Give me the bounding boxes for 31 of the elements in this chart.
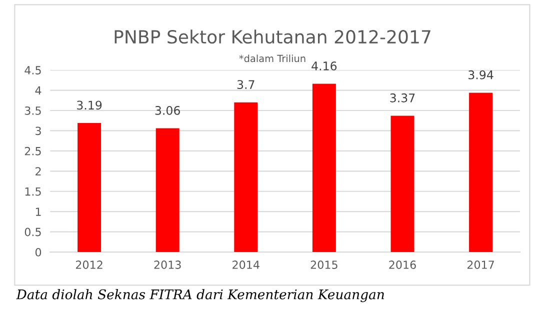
data-label: 3.06 (155, 106, 180, 115)
data-label: 4.16 (312, 61, 337, 70)
y-tick-label: 3.5 (24, 106, 41, 115)
y-tick-label: 1.5 (25, 187, 41, 196)
y-tick-label: 0 (35, 248, 42, 256)
x-tick-label: 2012 (76, 260, 102, 269)
bar (78, 123, 102, 252)
bar (312, 84, 336, 252)
data-label: 3.19 (77, 100, 102, 110)
bar (234, 102, 258, 252)
y-tick-label: 4 (35, 86, 42, 94)
y-tick-label: 2 (36, 167, 41, 176)
x-tick-label: 2013 (154, 260, 181, 269)
bar (469, 92, 493, 252)
y-tick-label: 4.5 (24, 66, 41, 74)
y-tick-label: 0.5 (24, 228, 41, 236)
y-tick-label: 1 (36, 208, 41, 216)
x-tick-label: 2017 (467, 260, 494, 269)
x-tick-label: 2014 (232, 260, 260, 269)
x-tick-label: 2016 (389, 260, 416, 269)
data-label: 3.94 (468, 70, 494, 80)
text: Data diolah Seknas FITRA dari Kementerian Keuangan (16, 289, 384, 302)
chart-title: PNBP Sektor Kehutanan 2012-2017 (114, 30, 430, 44)
y-tick-label: 3 (36, 126, 41, 136)
bar (156, 128, 180, 252)
data-label: 3.7 (237, 80, 254, 90)
y-tick-label: 2.5 (24, 146, 41, 156)
x-tick-label: 2015 (310, 260, 338, 269)
bar (390, 116, 414, 252)
data-label: 3.37 (390, 93, 415, 102)
chart-subtitle: *dalam Triliun (239, 54, 306, 62)
